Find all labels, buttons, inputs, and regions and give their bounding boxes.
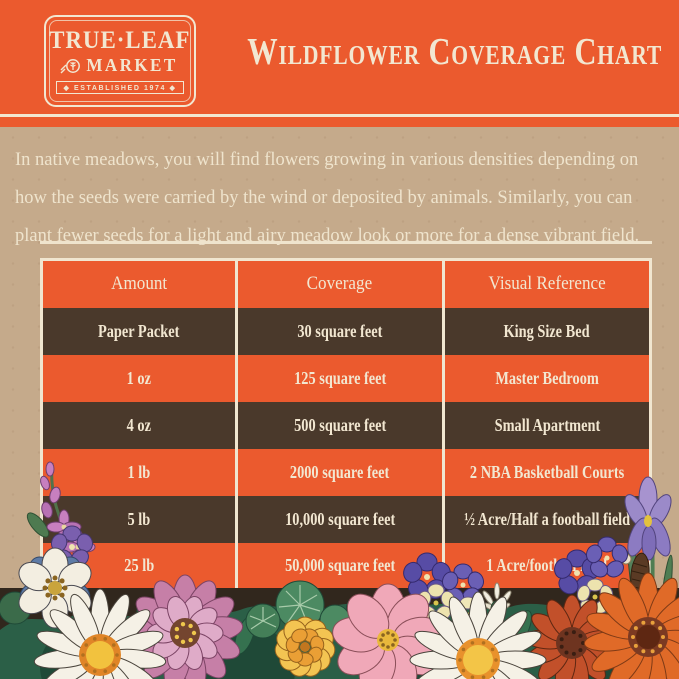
table-cell: 10,000 square feet — [234, 495, 445, 543]
table-row: 1 lb 2000 square feet 2 NBA Basketball Cou… — [40, 448, 653, 496]
table-row: Paper Packet 30 square feet King Size Bed — [40, 307, 653, 355]
table-cell: 30 square feet — [234, 307, 445, 355]
brand-logo: TRUE·LEAF MARKET ◆ ESTABLISHED 1974 ◆ — [44, 15, 196, 107]
table-cell: 2 NBA Basketball Courts — [441, 448, 653, 496]
intro-line: In native meadows, you will find flowers… — [15, 150, 639, 170]
table-cell: 500 square feet — [234, 401, 445, 449]
column-header: Coverage — [234, 259, 445, 308]
table-row: 4 oz 500 square feet Small Apartment — [40, 401, 653, 449]
intro-divider — [40, 241, 652, 244]
page-title: Wildflower Coverage Chart — [247, 31, 663, 73]
intro-paragraph: In native meadows, you will find flowers… — [15, 141, 671, 255]
column-header: Visual Reference — [441, 259, 653, 308]
table-cell: Master Bedroom — [441, 354, 653, 402]
table-row: 1 oz 125 square feet Master Bedroom — [40, 354, 653, 402]
table-cell: Small Apartment — [441, 401, 653, 449]
table-cell: King Size Bed — [441, 307, 653, 355]
table-row: 5 lb 10,000 square feet ½ Acre/Half a foot… — [40, 495, 653, 543]
header: TRUE·LEAF MARKET ◆ ESTABLISHED 1974 ◆ Wi… — [0, 0, 679, 127]
intro-line: plant fewer seeds for a light and airy m… — [15, 226, 640, 246]
table-cell: Paper Packet — [40, 307, 238, 355]
column-header: Amount — [40, 259, 238, 308]
brand-established: ◆ ESTABLISHED 1974 ◆ — [56, 81, 184, 94]
table-cell: 125 square feet — [234, 354, 445, 402]
intro-line: how the seeds were carried by the wind o… — [15, 188, 633, 208]
table-cell: 1 lb — [40, 448, 238, 496]
header-divider — [0, 114, 679, 117]
table-cell: 2000 square feet — [234, 448, 445, 496]
table-cell: 4 oz — [40, 401, 238, 449]
table-header: Amount Coverage Visual Reference — [40, 259, 653, 308]
wheat-circle-icon — [60, 58, 80, 73]
table-cell: 1 oz — [40, 354, 238, 402]
brand-name-bottom: MARKET — [86, 55, 178, 75]
flower-illustration — [0, 461, 679, 679]
table-cell: ½ Acre/Half a football field — [441, 495, 653, 543]
brand-name-top: TRUE·LEAF — [49, 27, 191, 54]
